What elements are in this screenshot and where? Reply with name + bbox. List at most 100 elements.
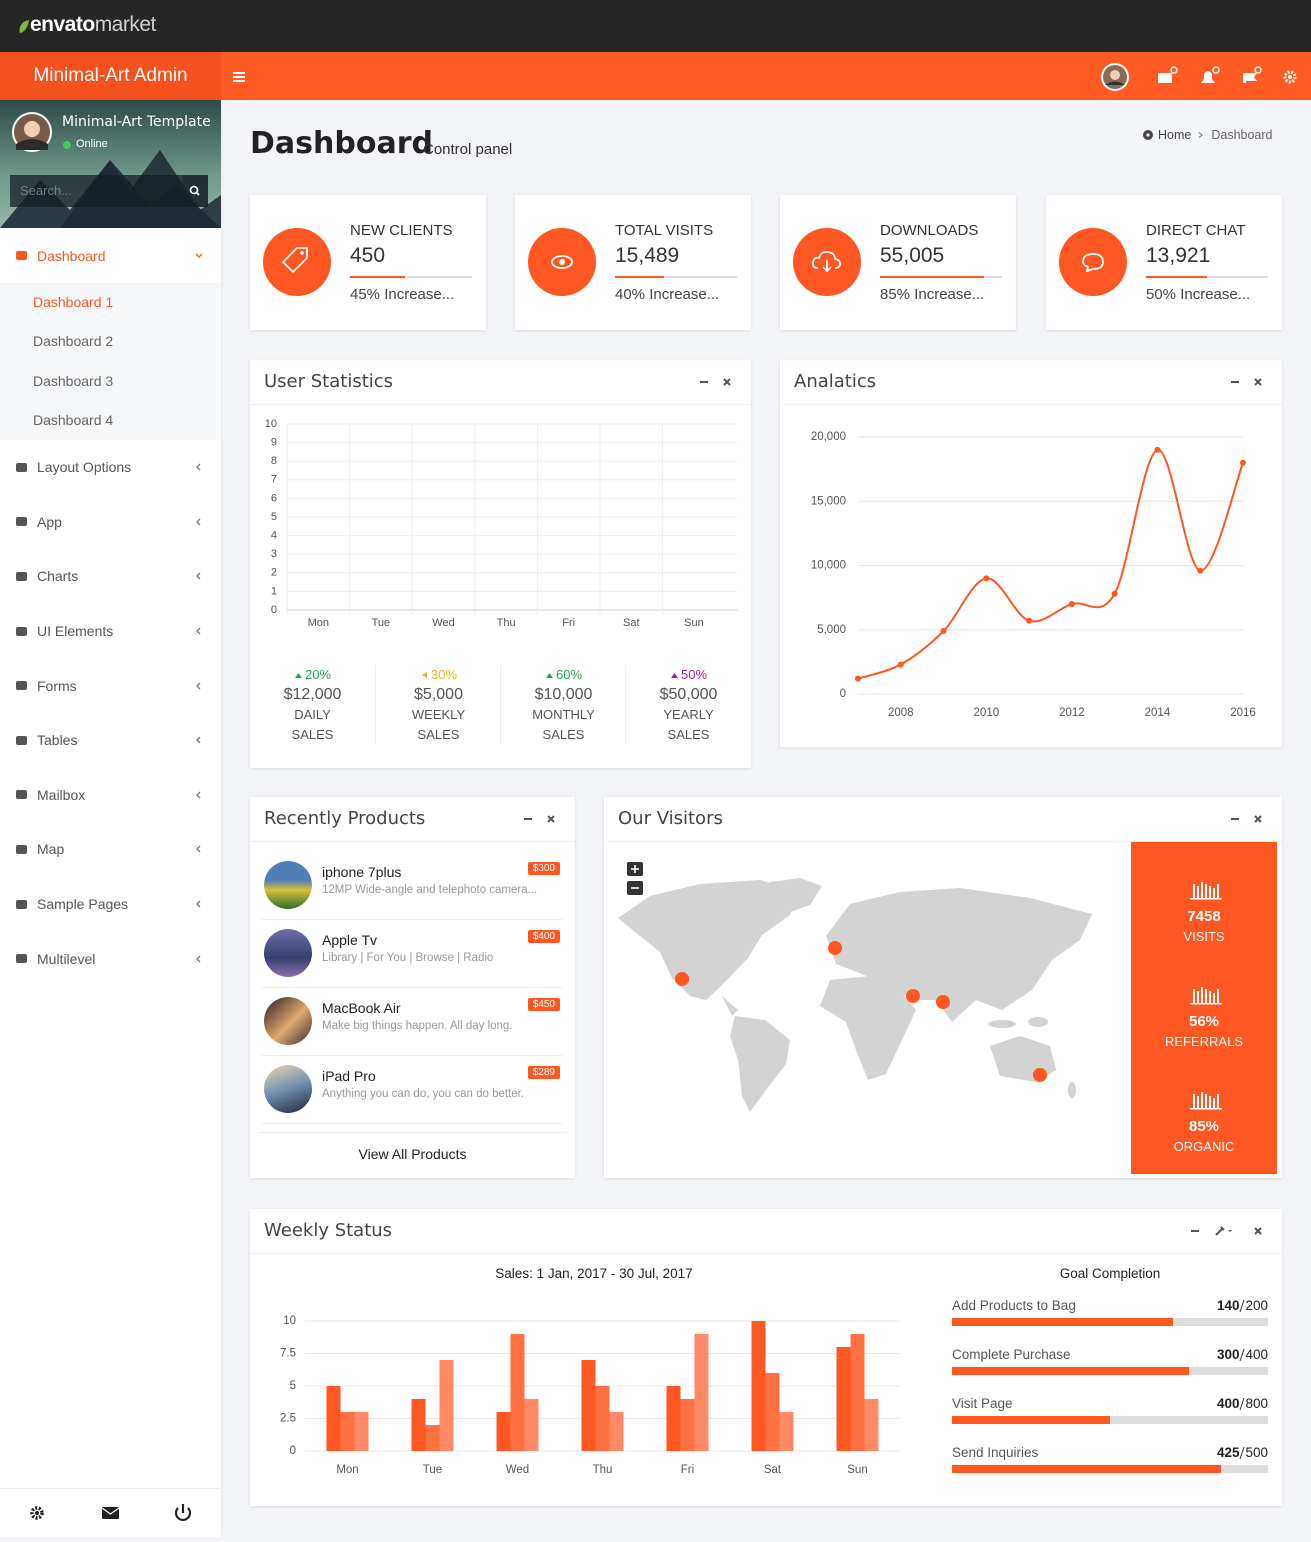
icon-bar [1209, 1096, 1211, 1108]
submenu-item[interactable]: Dashboard 2 [33, 333, 114, 350]
menu-chevron [196, 573, 201, 580]
bar [864, 1399, 879, 1451]
breadcrumb-home[interactable]: Home [1158, 128, 1192, 142]
bar [836, 1347, 851, 1451]
icon-shape [16, 790, 27, 800]
view-all-products[interactable]: View All Products [258, 1132, 567, 1162]
menu-icon [16, 954, 27, 964]
progress-fill [880, 276, 984, 278]
menu-chevron [196, 627, 201, 635]
settings-icon[interactable] [1283, 70, 1297, 84]
goal-track [952, 1318, 1268, 1326]
y-tick-label: 2 [271, 567, 277, 579]
analytics-chart: 0 5,000 10,000 15,000 20,000 2008 2010 2012 2014… [811, 431, 1256, 719]
card-controls[interactable] [1228, 376, 1268, 388]
point [1154, 446, 1161, 453]
card-divider [780, 404, 1282, 405]
menu-chevron [196, 682, 201, 690]
settings-button[interactable] [30, 1506, 44, 1520]
icon-bar [1193, 1094, 1195, 1108]
y-tick-label: 2.5 [280, 1413, 296, 1425]
icon-shape [16, 571, 27, 581]
card-controls[interactable] [697, 376, 737, 388]
submenu-item[interactable]: Dashboard 4 [33, 412, 114, 429]
y-tick-label: 20,000 [811, 431, 846, 443]
goal-value: 140 [1216, 1298, 1240, 1313]
continents [618, 878, 1092, 1112]
y-tick-label: 10,000 [811, 560, 846, 572]
summary-column: 50% $50,000 YEARLY SALES [625, 665, 751, 745]
search-input[interactable]: Search... [10, 175, 182, 207]
icon-bar [1217, 989, 1219, 1003]
arrow [294, 673, 302, 678]
slash [1239, 1397, 1245, 1410]
brand[interactable]: envatomarket [30, 13, 156, 37]
header: Minimal-Art Admin [0, 52, 1311, 100]
product-description: Library | For You | Browse | Radio [322, 952, 494, 964]
submenu-item[interactable]: Dashboard 1 [33, 294, 114, 310]
menu-item[interactable]: UI Elements [0, 604, 221, 659]
mail-button[interactable] [101, 1507, 120, 1519]
y-tick-label: 10 [283, 1315, 296, 1327]
menu-item[interactable]: Layout Options [0, 440, 221, 495]
menu-chevron [196, 463, 201, 471]
card-controls[interactable] [521, 813, 561, 825]
product-image [264, 1065, 312, 1113]
change-value: 30% [430, 667, 458, 682]
goal-slash [1239, 1348, 1245, 1361]
search-icon [189, 185, 200, 196]
menu-item[interactable]: Multilevel [0, 931, 221, 986]
stat-label: TOTAL VISITS [615, 222, 714, 239]
x-tick-label: Tue [423, 1464, 442, 1476]
header-avatar[interactable] [1101, 63, 1129, 91]
progress-track [1146, 276, 1268, 278]
menu-item[interactable]: Sample Pages [0, 877, 221, 932]
x-tick-label: Fri [562, 617, 575, 629]
card-controls[interactable] [1188, 1225, 1268, 1237]
logout-button[interactable] [174, 1504, 192, 1521]
menu-toggle[interactable] [233, 72, 245, 82]
x-tick-label: Wed [506, 1464, 529, 1476]
icon-bar [1193, 884, 1195, 898]
x-tick-label: Sat [764, 1464, 782, 1476]
product-name[interactable]: iPad Pro [322, 1068, 376, 1084]
stat-note: 40% Increase... [615, 286, 720, 303]
submenu-item[interactable]: Dashboard 3 [33, 372, 114, 389]
product-name[interactable]: Apple Tv [322, 932, 377, 948]
product-name[interactable]: MacBook Air [322, 1000, 401, 1016]
stat-value: 15,489 [615, 244, 680, 267]
chevron [196, 573, 201, 580]
chevron [195, 253, 203, 258]
y-tick-label: 0 [290, 1445, 296, 1457]
goal-value: 300 [1216, 1347, 1240, 1362]
x-tick-label: 2016 [1230, 707, 1256, 719]
search-button[interactable] [182, 175, 208, 207]
menu-item[interactable]: Forms [0, 658, 221, 713]
product-name[interactable]: iphone 7plus [322, 864, 402, 880]
notifications-icon[interactable] [1201, 66, 1220, 83]
menu-item[interactable]: Tables [0, 713, 221, 768]
messages-icon[interactable] [1158, 66, 1178, 83]
menu-item[interactable]: Charts [0, 549, 221, 604]
product-image [264, 861, 312, 909]
summary-change: 20% [250, 665, 375, 685]
card-controls[interactable] [1228, 813, 1268, 825]
menu-item[interactable]: App [0, 495, 221, 550]
header-title[interactable]: Minimal-Art Admin [0, 52, 221, 100]
menu-label: Sample Pages [37, 896, 129, 913]
eye-icon [551, 255, 573, 269]
menu-item[interactable]: Mailbox [0, 768, 221, 823]
menu-chevron [196, 955, 201, 963]
zoom-out[interactable] [627, 881, 643, 895]
stat-value: 13,921 [1146, 244, 1211, 267]
goal-track [952, 1367, 1268, 1375]
tasks-icon[interactable] [1243, 66, 1262, 83]
menu-icon [16, 251, 27, 260]
menu-item[interactable]: Dashboard [0, 228, 221, 283]
stat-icon [528, 228, 596, 296]
chevron [196, 846, 201, 853]
icon-bar [1213, 1098, 1215, 1108]
menu-item[interactable]: Map [0, 822, 221, 877]
summary-amount: $5,000 [414, 686, 463, 703]
zoom-in[interactable] [627, 862, 643, 876]
